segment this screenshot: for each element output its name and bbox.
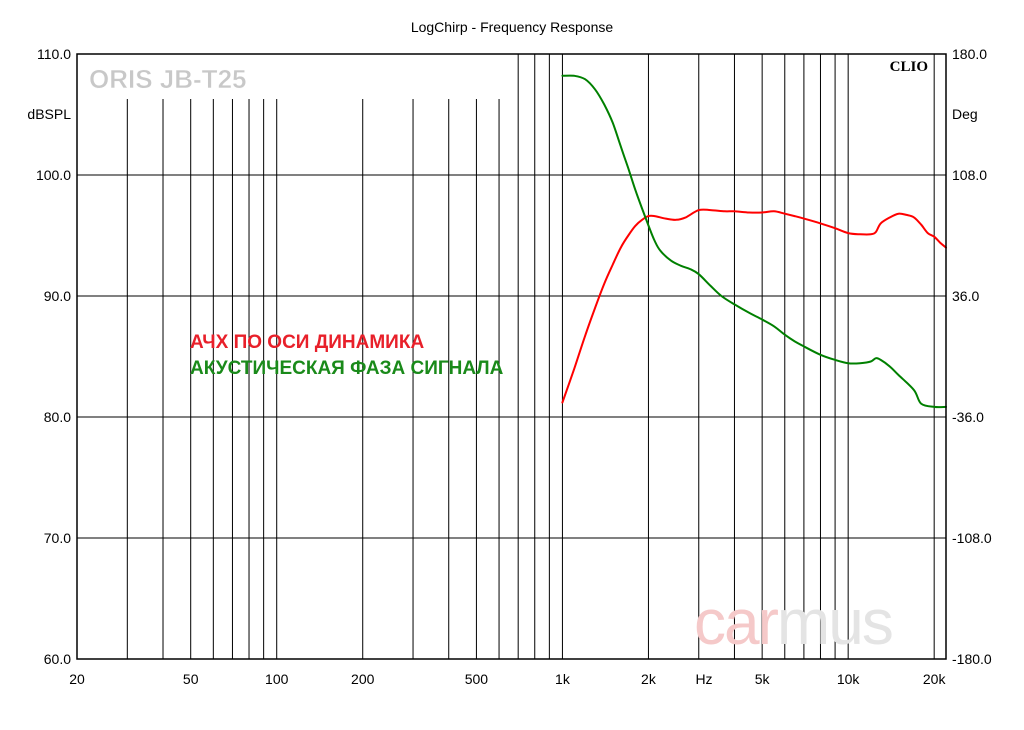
x-tick-label: 100 <box>265 671 289 687</box>
y-left-tick-label: 110.0 <box>37 46 71 62</box>
x-axis-label: Hz <box>695 671 712 687</box>
x-tick-label: 10k <box>837 671 861 687</box>
brand-label: ORIS JB-T25 <box>89 64 247 94</box>
y-right-tick-label: 180.0 <box>952 46 987 62</box>
chart-title: LogChirp - Frequency Response <box>411 19 614 35</box>
x-tick-label: 500 <box>465 671 489 687</box>
y-right-tick-label: -108.0 <box>952 530 992 546</box>
y-right-tick-label: -180.0 <box>952 651 992 667</box>
y-axis-right-label: Deg <box>952 106 978 122</box>
y-left-tick-label: 70.0 <box>44 530 71 546</box>
y-right-tick-label: -36.0 <box>952 409 984 425</box>
chart-series <box>561 74 947 409</box>
clio-logo: CLIO <box>890 59 928 75</box>
series-line-phase <box>561 74 947 409</box>
x-tick-label: 50 <box>183 671 199 687</box>
x-tick-label: 2k <box>641 671 657 687</box>
annotation-amplitude-response: АЧХ ПО ОСИ ДИНАМИКА <box>190 332 424 353</box>
watermark: carmus <box>694 586 892 658</box>
y-right-tick-label: 36.0 <box>952 288 979 304</box>
y-left-tick-label: 100.0 <box>36 167 71 183</box>
y-left-tick-label: 80.0 <box>44 409 71 425</box>
x-tick-label: 1k <box>555 671 571 687</box>
x-tick-label: 20 <box>69 671 85 687</box>
y-right-tick-label: 108.0 <box>952 167 987 183</box>
x-tick-label: 200 <box>351 671 375 687</box>
y-left-tick-label: 60.0 <box>44 651 71 667</box>
axis-ticks: 20 50 100 200 500 1k 2k 5k 10k 20k 110.0 100.0 90.0 8… <box>36 46 992 687</box>
watermark-part-car: car <box>694 586 779 658</box>
series-line-amplitude <box>561 208 947 404</box>
chart-grid <box>77 54 946 659</box>
watermark-part-mus: mus <box>777 586 892 658</box>
x-tick-label: 5k <box>755 671 771 687</box>
x-tick-label: 20k <box>923 671 947 687</box>
y-axis-left-label: dBSPL <box>27 106 71 122</box>
plot-frame <box>76 53 947 660</box>
y-left-tick-label: 90.0 <box>44 288 71 304</box>
annotation-acoustic-phase: АКУСТИЧЕСКАЯ ФАЗА СИГНАЛА <box>190 358 504 379</box>
